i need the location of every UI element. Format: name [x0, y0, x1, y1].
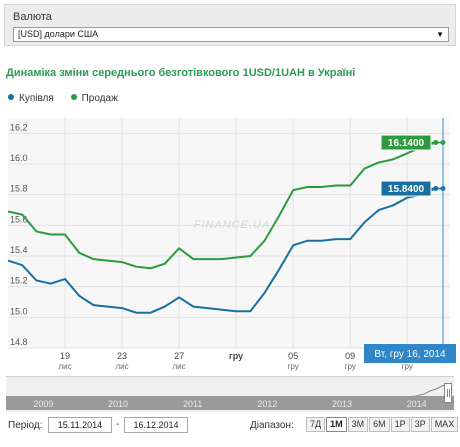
- legend-label-buy: Купівля: [19, 93, 54, 104]
- range-buttons: 7Д 1M 3M 6M 1P 3P MAX: [306, 417, 459, 432]
- crosshair-date-label: Вт, гру 16, 2014: [374, 349, 446, 360]
- currency-label: Валюта: [13, 11, 52, 23]
- legend-item-sell[interactable]: Продаж: [70, 93, 118, 104]
- x-tick-label: 19: [60, 351, 70, 361]
- navigator-years: 2009 2010 2011 2012 2013 2014: [6, 396, 454, 410]
- value-label-box: [380, 180, 432, 197]
- currency-select-value: [USD] долари США: [18, 29, 99, 39]
- range-button[interactable]: 1P: [390, 417, 410, 432]
- x-tick-month-label: гру: [402, 362, 413, 371]
- range-button[interactable]: MAX: [430, 417, 459, 432]
- legend-label-sell: Продаж: [81, 93, 118, 104]
- period-label: Період:: [8, 420, 43, 431]
- y-tick-label: 16.0: [10, 153, 28, 163]
- y-tick-label: 15.4: [10, 245, 28, 255]
- range-button[interactable]: 3M: [347, 417, 369, 432]
- x-tick-month-label: гру: [288, 362, 299, 371]
- dropdown-arrow-icon[interactable]: ▼: [436, 30, 444, 39]
- y-tick-label: 15.8: [10, 184, 28, 194]
- currency-panel: Валюта [USD] долари США ▼: [4, 4, 456, 46]
- navigator-year-label: 2014: [406, 399, 427, 409]
- crosshair-date-box: [364, 344, 456, 363]
- date-from-input[interactable]: [48, 417, 112, 433]
- x-tick-label: 27: [174, 351, 184, 361]
- exchange-rate-chart[interactable]: 14.815.015.215.415.615.816.016.219лис23л…: [0, 100, 460, 372]
- x-tick-label: гру: [229, 351, 243, 361]
- series-line-sell: [7, 141, 437, 270]
- y-tick-label: 16.2: [10, 122, 28, 132]
- date-separator: -: [116, 419, 120, 430]
- navigator-year-label: 2011: [182, 399, 203, 409]
- range-navigator[interactable]: 2009 2010 2011 2012 2013 2014: [6, 376, 454, 412]
- x-tick-month-label: гру: [345, 362, 356, 371]
- date-to-input[interactable]: [124, 417, 188, 433]
- x-tick-month-label: лис: [173, 362, 186, 371]
- y-tick-label: 15.0: [10, 306, 28, 316]
- x-tick-label: 09: [345, 351, 355, 361]
- x-tick-month-label: лис: [115, 362, 128, 371]
- watermark: FINANCE.UA: [194, 219, 271, 231]
- range-button[interactable]: 7Д: [306, 417, 326, 432]
- range-label: Діапазон:: [250, 420, 294, 431]
- range-button[interactable]: 6M: [369, 417, 390, 432]
- x-tick-label: 05: [288, 351, 298, 361]
- value-label: 16.1400: [388, 138, 425, 149]
- range-button[interactable]: 3P: [410, 417, 430, 432]
- y-tick-label: 15.2: [10, 276, 28, 286]
- legend-dot-buy-icon: [8, 94, 14, 100]
- navigator-year-label: 2012: [257, 399, 278, 409]
- value-label: 15.8400: [388, 184, 425, 195]
- navigator-handle[interactable]: [444, 383, 452, 403]
- legend-dot-sell-icon: [70, 94, 77, 100]
- chart-legend: Купівля Продаж: [8, 93, 132, 104]
- currency-select[interactable]: [USD] долари США ▼: [13, 27, 449, 42]
- y-tick-label: 15.6: [10, 214, 28, 224]
- y-tick-label: 14.8: [10, 337, 28, 347]
- navigator-year-label: 2010: [107, 399, 129, 409]
- legend-item-buy[interactable]: Купівля: [8, 93, 54, 104]
- series-line-buy: [7, 187, 437, 314]
- range-button[interactable]: 1M: [326, 417, 347, 432]
- x-tick-month-label: лис: [58, 362, 71, 371]
- navigator-year-label: 2009: [33, 399, 54, 409]
- plot-background: [8, 118, 450, 348]
- x-tick-label: 23: [117, 351, 127, 361]
- chart-title: Динаміка зміни середнього безготівкового…: [6, 67, 356, 79]
- value-label-box: [380, 134, 432, 151]
- navigator-year-label: 2013: [331, 399, 353, 409]
